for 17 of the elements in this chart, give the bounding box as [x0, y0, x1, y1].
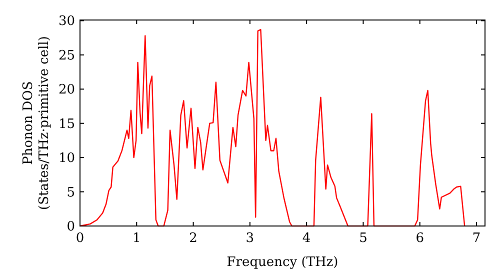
x-tick-label: 6 [416, 231, 424, 246]
y-tick-label: 30 [58, 14, 75, 30]
x-tick-label: 4 [302, 231, 311, 246]
x-tick-label: 3 [246, 231, 254, 246]
x-axis-title: Frequency (THz) [226, 255, 338, 270]
y-tick-label: 5 [66, 185, 75, 200]
y-tick-label: 20 [58, 82, 75, 98]
x-tick-label: 7 [472, 231, 481, 246]
y-tick-label: 15 [58, 116, 75, 132]
y-tick-label: 25 [58, 48, 75, 64]
line-series [79, 28, 466, 227]
x-tick-label: 1 [132, 231, 141, 246]
x-tick-label: 2 [189, 231, 198, 246]
y-tick-label: 10 [58, 151, 75, 166]
x-tick-label: 5 [359, 231, 368, 246]
y-axis-title: Phonon DOS (States/THz·primitive cell) [21, 36, 52, 210]
y-tick-label: 0 [66, 220, 75, 235]
